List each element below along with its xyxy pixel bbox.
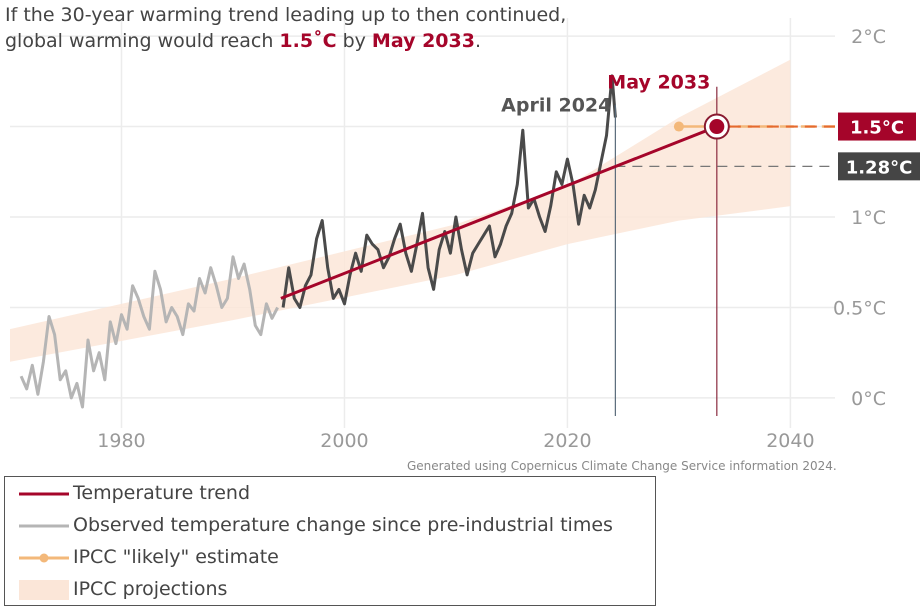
legend-trend-label: Temperature trend — [73, 482, 251, 504]
target-value-badge: 1.5°C — [838, 112, 916, 141]
legend-item-observed: Observed temperature change since pre-in… — [5, 511, 655, 541]
x-tick-label: 2020 — [543, 430, 591, 452]
legend-item-projections: IPCC projections — [5, 575, 655, 605]
observed-series-recent — [281, 74, 617, 309]
x-tick-label: 1980 — [97, 430, 145, 452]
y-tick-label: 0.5°C — [833, 297, 886, 319]
legend: Temperature trend Observed temperature c… — [4, 476, 656, 606]
legend-trend-swatch — [19, 492, 69, 496]
target-value-badge-text: 1.5°C — [850, 118, 904, 139]
legend-likely-swatch — [19, 553, 69, 563]
y-tick-label: 1°C — [851, 207, 886, 229]
current-value-badge-text: 1.28°C — [846, 157, 913, 178]
x-tick-label: 2040 — [766, 430, 814, 452]
legend-likely-label: IPCC "likely" estimate — [73, 546, 279, 568]
legend-projections-label: IPCC projections — [73, 578, 228, 600]
header-target-value: 1.5˚C — [279, 30, 337, 52]
legend-item-likely: IPCC "likely" estimate — [5, 543, 655, 573]
header-suffix: . — [474, 30, 481, 52]
current-value-badge: 1.28°C — [838, 152, 920, 181]
data-credit: Generated using Copernicus Climate Chang… — [407, 459, 837, 473]
may-2033-label: May 2033 — [607, 72, 710, 94]
y-tick-label: 2°C — [851, 26, 886, 48]
header-target-date: May 2033 — [371, 30, 475, 52]
x-tick-label: 2000 — [320, 430, 368, 452]
legend-item-trend: Temperature trend — [5, 479, 655, 509]
axis-tick-labels: 1980 2000 2020 2040 0°C 0.5°C 1°C 2°C — [97, 26, 886, 452]
ipcc-likely-dot — [673, 121, 684, 132]
april-2024-label: April 2024 — [501, 95, 611, 117]
temperature-trend-line — [280, 125, 718, 300]
header-prefix: global warming would reach — [5, 30, 280, 52]
chart-header-line-1: If the 30-year warming trend leading up … — [5, 4, 567, 26]
target-marker-dot — [709, 119, 725, 135]
chart-header-line-2: global warming would reach 1.5˚C by May … — [5, 30, 481, 52]
header-mid: by — [336, 30, 372, 52]
legend-observed-swatch — [19, 524, 69, 528]
ipcc-projections-band — [10, 59, 791, 362]
observed-series-early — [19, 255, 279, 409]
y-tick-label: 0°C — [851, 388, 886, 410]
legend-observed-label: Observed temperature change since pre-in… — [73, 514, 613, 536]
legend-projections-swatch — [19, 580, 69, 600]
